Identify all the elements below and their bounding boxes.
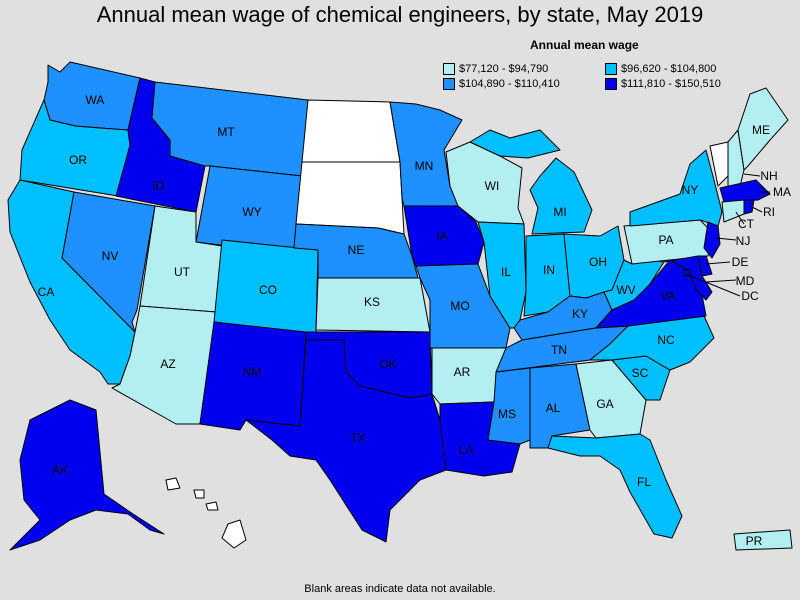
state-label-md: MD xyxy=(736,274,755,288)
state-label-il: IL xyxy=(501,265,511,279)
state-hi[interactable] xyxy=(221,519,247,549)
legend-item-tier1: $77,120 - $94,790 xyxy=(443,63,548,75)
state-label-nj: NJ xyxy=(736,234,751,248)
state-label-co: CO xyxy=(259,283,277,297)
state-label-ok: OK xyxy=(379,357,396,371)
state-label-tx: TX xyxy=(350,431,365,445)
state-label-sc: SC xyxy=(632,366,649,380)
state-hi-islands[interactable] xyxy=(205,501,219,511)
legend-item-tier2: $96,620 - $104,800 xyxy=(605,63,716,75)
state-label-ct: CT xyxy=(738,217,755,231)
legend-title: Annual mean wage xyxy=(530,38,639,52)
state-label-mn: MN xyxy=(415,159,434,173)
legend-swatch xyxy=(443,63,455,75)
state-label-ks: KS xyxy=(364,295,380,309)
state-md[interactable] xyxy=(663,255,713,301)
state-ak[interactable] xyxy=(9,399,165,551)
state-pr[interactable] xyxy=(733,529,793,551)
state-label-or: OR xyxy=(69,153,87,167)
state-label-mo: MO xyxy=(450,299,469,313)
state-label-ri: RI xyxy=(763,205,775,219)
leader-lines xyxy=(685,173,770,297)
state-label-fl: FL xyxy=(637,475,651,489)
state-me[interactable] xyxy=(737,87,789,171)
legend-item-tier3: $104,890 - $110,410 xyxy=(443,78,560,90)
state-hi-islands[interactable] xyxy=(193,489,205,499)
state-ri[interactable] xyxy=(743,199,755,215)
state-label-ma: MA xyxy=(773,185,791,199)
state-label-ny: NY xyxy=(682,183,699,197)
state-label-tn: TN xyxy=(551,343,567,357)
state-label-nc: NC xyxy=(657,333,675,347)
map-title: Annual mean wage of chemical engineers, … xyxy=(96,2,704,27)
state-label-wy: WY xyxy=(242,205,261,219)
state-label-al: AL xyxy=(546,401,561,415)
state-label-va: VA xyxy=(660,289,675,303)
state-label-az: AZ xyxy=(160,357,175,371)
state-ny[interactable] xyxy=(629,149,723,227)
state-label-ga: GA xyxy=(596,397,613,411)
state-nc[interactable] xyxy=(589,315,715,371)
state-label-in: IN xyxy=(543,263,555,277)
state-label-dc: DC xyxy=(741,289,759,303)
state-label-wv: WV xyxy=(616,283,635,297)
state-label-ut: UT xyxy=(174,265,191,279)
legend-label: $77,120 - $94,790 xyxy=(459,63,549,75)
state-label-ia: IA xyxy=(436,229,447,243)
state-label-ms: MS xyxy=(498,407,516,421)
legend-swatch xyxy=(443,78,455,90)
legend-label: $111,810 - $150,510 xyxy=(621,78,721,90)
state-label-nh: NH xyxy=(760,169,777,183)
legend-label: $96,620 - $104,800 xyxy=(621,63,717,75)
state-label-mi: MI xyxy=(553,205,566,219)
state-label-oh: OH xyxy=(589,255,607,269)
legend-label: $104,890 - $110,410 xyxy=(459,78,560,90)
legend-item-tier4: $111,810 - $150,510 xyxy=(605,78,721,90)
state-mi[interactable] xyxy=(529,157,593,235)
state-label-la: LA xyxy=(459,443,474,457)
state-label-me: ME xyxy=(752,123,770,137)
state-nj[interactable] xyxy=(703,221,721,259)
state-label-ne: NE xyxy=(348,243,365,257)
state-hi-islands[interactable] xyxy=(165,477,181,491)
state-label-pr: PR xyxy=(746,534,763,548)
state-label-mt: MT xyxy=(217,125,235,139)
state-fl[interactable] xyxy=(547,433,683,539)
state-label-id: ID xyxy=(152,179,164,193)
state-label-wi: WI xyxy=(485,179,500,193)
state-ma[interactable] xyxy=(719,179,771,203)
state-label-wa: WA xyxy=(86,93,105,107)
state-tx[interactable] xyxy=(245,339,447,543)
legend-swatch xyxy=(605,63,617,75)
state-sd[interactable] xyxy=(295,161,405,235)
state-label-nm: NM xyxy=(243,365,262,379)
state-label-ky: KY xyxy=(572,307,588,321)
legend-swatch xyxy=(605,78,617,90)
state-label-ca: CA xyxy=(38,285,55,299)
state-nd[interactable] xyxy=(301,99,401,163)
state-label-ak: AK xyxy=(52,463,68,477)
state-mi-upper[interactable] xyxy=(469,129,561,159)
state-label-de: DE xyxy=(732,255,749,269)
state-label-pa: PA xyxy=(658,233,673,247)
state-label-ar: AR xyxy=(454,365,471,379)
footnote: Blank areas indicate data not available. xyxy=(304,583,496,595)
state-label-nv: NV xyxy=(102,249,119,263)
